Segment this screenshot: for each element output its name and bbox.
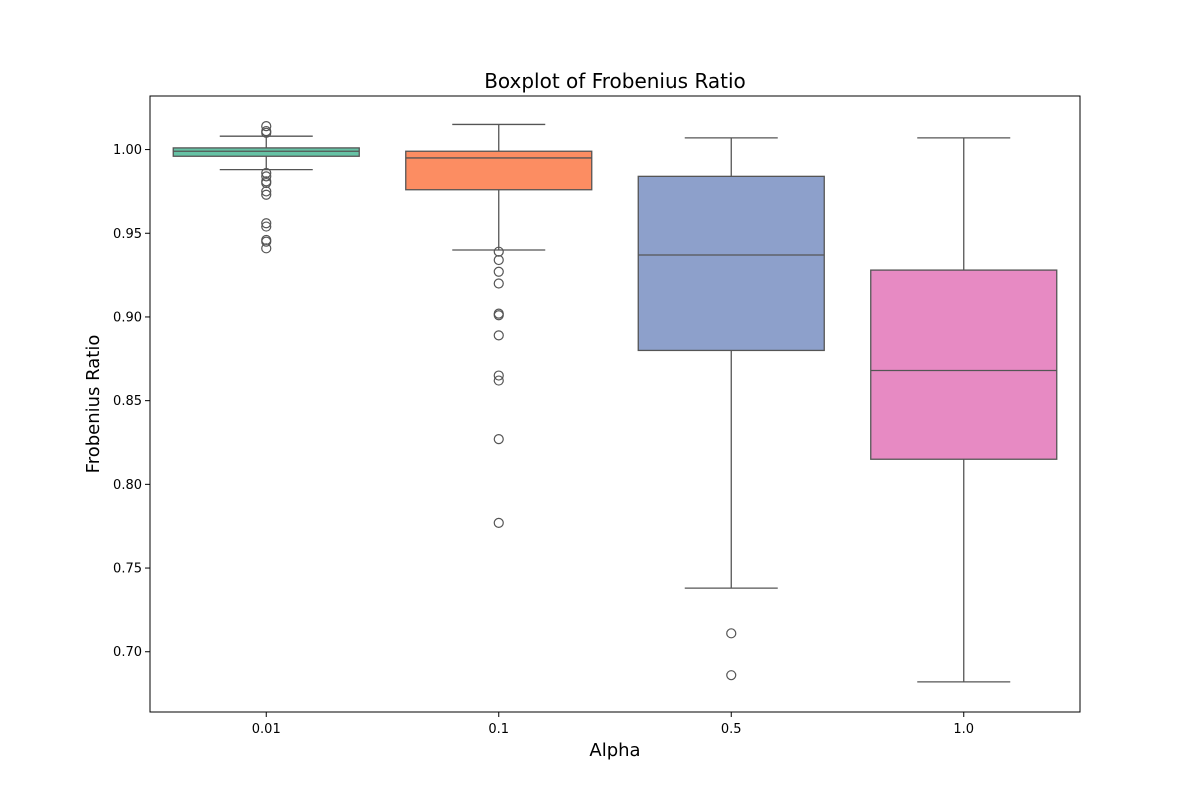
- y-tick-label: 0.80: [113, 478, 142, 493]
- x-tick-label: 1.0: [953, 722, 974, 737]
- outlier-point: [493, 370, 504, 381]
- outlier-point: [493, 266, 504, 277]
- box-1.0: [870, 269, 1058, 460]
- outlier-point: [493, 246, 504, 257]
- outlier-point: [726, 628, 737, 639]
- outlier-point: [261, 186, 272, 197]
- y-axis-label: Frobenius Ratio: [83, 335, 104, 474]
- box-0.01: [172, 147, 360, 157]
- chart-title: Boxplot of Frobenius Ratio: [484, 69, 746, 93]
- outlier-point: [261, 189, 272, 200]
- y-tick-label: 0.70: [113, 645, 142, 660]
- outlier-point: [261, 221, 272, 232]
- outlier-point: [493, 330, 504, 341]
- outlier-point: [261, 236, 272, 247]
- plot-frame: [149, 95, 1081, 713]
- outlier-point: [261, 121, 272, 132]
- y-tick-label: 1.00: [113, 143, 142, 158]
- x-tick-label: 0.5: [721, 722, 742, 737]
- box-0.1: [405, 150, 593, 191]
- outlier-point: [493, 517, 504, 528]
- outlier-point: [261, 167, 272, 179]
- y-tick-label: 0.90: [113, 310, 142, 325]
- outlier-point: [261, 243, 272, 254]
- y-tick-label: 0.95: [113, 227, 142, 242]
- outlier-point: [493, 254, 504, 266]
- y-tick-label: 0.75: [113, 562, 142, 577]
- plot-area: 0.70 0.75 0.80 0.85 0.90 0.95 1.00 0.01 0.1 0.5 1.…: [113, 95, 1081, 737]
- outlier-point: [261, 177, 272, 189]
- outlier-point: [261, 127, 272, 138]
- box-0.5: [637, 175, 825, 352]
- outlier-point: [493, 310, 504, 321]
- outlier-point: [493, 278, 504, 289]
- x-axis-label: Alpha: [589, 740, 640, 761]
- outlier-point: [261, 218, 272, 229]
- y-tick-label: 0.85: [113, 394, 142, 409]
- outlier-point: [726, 670, 737, 681]
- outlier-point: [493, 434, 504, 445]
- outlier-point: [493, 375, 504, 386]
- x-tick-label: 0.01: [252, 722, 281, 737]
- outlier-point: [261, 171, 272, 182]
- x-tick-label: 0.1: [488, 722, 509, 737]
